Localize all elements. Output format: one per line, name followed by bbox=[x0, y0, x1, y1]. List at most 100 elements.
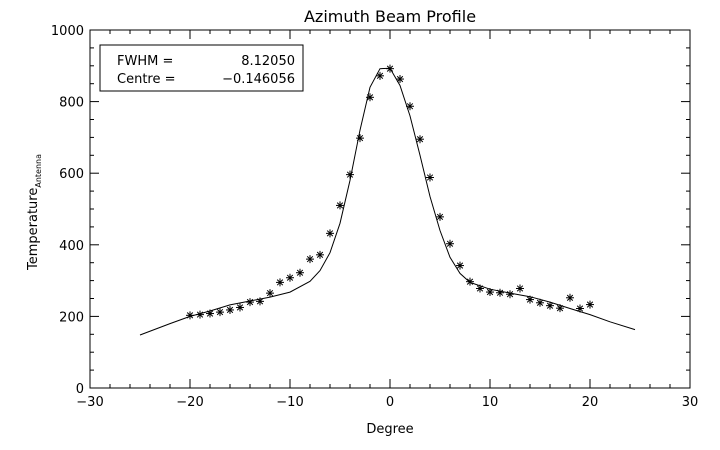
legend-fwhm-key: FWHM = bbox=[117, 54, 173, 69]
data-point bbox=[476, 284, 484, 293]
asterisk-stroke bbox=[196, 311, 204, 318]
data-point bbox=[366, 93, 374, 102]
asterisk-stroke bbox=[256, 298, 264, 305]
data-point bbox=[216, 308, 224, 317]
data-point bbox=[506, 290, 514, 299]
data-point bbox=[416, 135, 424, 144]
legend-fwhm-value: 8.12050 bbox=[241, 54, 295, 69]
data-point bbox=[576, 304, 584, 313]
asterisk-stroke bbox=[236, 304, 244, 311]
asterisk-stroke bbox=[416, 136, 424, 143]
asterisk-stroke bbox=[376, 72, 384, 79]
asterisk-stroke bbox=[426, 174, 434, 181]
y-tick-label: 0 bbox=[76, 382, 84, 397]
asterisk-stroke bbox=[466, 278, 474, 285]
data-point bbox=[236, 303, 244, 312]
data-point bbox=[566, 293, 574, 302]
y-tick-label: 600 bbox=[59, 167, 84, 182]
asterisk-stroke bbox=[506, 291, 514, 298]
data-point bbox=[226, 305, 234, 314]
data-point bbox=[306, 255, 314, 264]
y-tick-label: 200 bbox=[59, 310, 84, 325]
data-point bbox=[336, 201, 344, 210]
asterisk-stroke bbox=[226, 306, 234, 314]
data-point bbox=[436, 212, 444, 221]
asterisk-stroke bbox=[296, 269, 304, 276]
y-axis-label-subscript: Antenna bbox=[34, 154, 43, 188]
asterisk-stroke bbox=[436, 213, 444, 221]
asterisk-stroke bbox=[186, 312, 194, 319]
data-point bbox=[356, 134, 364, 143]
data-point bbox=[206, 309, 214, 318]
x-tick-label: −10 bbox=[276, 395, 303, 410]
asterisk-stroke bbox=[246, 298, 254, 306]
asterisk-stroke bbox=[316, 251, 324, 258]
chart-title: Azimuth Beam Profile bbox=[304, 7, 476, 26]
x-tick-label: −20 bbox=[176, 395, 203, 410]
data-point bbox=[526, 295, 534, 304]
data-point bbox=[376, 71, 384, 80]
legend-box bbox=[99, 44, 304, 92]
x-tick-label: 20 bbox=[582, 395, 599, 410]
asterisk-stroke bbox=[576, 305, 584, 312]
y-tick-label: 800 bbox=[59, 96, 84, 111]
data-point bbox=[386, 64, 394, 73]
asterisk-stroke bbox=[386, 65, 394, 72]
asterisk-stroke bbox=[516, 285, 524, 292]
asterisk-stroke bbox=[486, 288, 494, 296]
data-point bbox=[246, 298, 254, 307]
asterisk-stroke bbox=[406, 103, 414, 110]
data-point bbox=[486, 288, 494, 297]
data-point bbox=[556, 304, 564, 313]
x-tick-label: 10 bbox=[482, 395, 499, 410]
data-point bbox=[586, 300, 594, 309]
legend-centre-key: Centre = bbox=[117, 72, 176, 87]
asterisk-stroke bbox=[526, 296, 534, 303]
x-tick-label: −30 bbox=[76, 395, 103, 410]
asterisk-stroke bbox=[216, 308, 224, 316]
asterisk-stroke bbox=[346, 171, 354, 178]
asterisk-stroke bbox=[566, 294, 574, 301]
asterisk-stroke bbox=[356, 134, 364, 142]
x-tick-label: 0 bbox=[386, 395, 394, 410]
asterisk-stroke bbox=[336, 202, 344, 209]
asterisk-stroke bbox=[206, 310, 214, 317]
y-tick-label: 1000 bbox=[51, 24, 84, 39]
data-point bbox=[196, 310, 204, 319]
y-tick-labels: 0 200 400 600 800 1000 bbox=[51, 24, 84, 397]
data-point bbox=[186, 311, 194, 320]
data-point bbox=[516, 284, 524, 293]
asterisk-stroke bbox=[396, 75, 404, 83]
asterisk-stroke bbox=[546, 302, 554, 309]
y-tick-label: 400 bbox=[59, 239, 84, 254]
data-point bbox=[266, 289, 274, 298]
x-tick-label: 30 bbox=[682, 395, 699, 410]
data-point bbox=[456, 261, 464, 270]
data-points bbox=[186, 64, 594, 320]
y-axis-label-main: Temperature bbox=[26, 188, 41, 271]
fit-curve bbox=[139, 67, 636, 336]
data-point bbox=[406, 102, 414, 111]
asterisk-stroke bbox=[556, 305, 564, 312]
fit-info-legend: FWHM = 8.12050 Centre = −0.146056 bbox=[99, 44, 304, 92]
legend-centre-value: −0.146056 bbox=[222, 72, 295, 87]
asterisk-stroke bbox=[326, 230, 334, 237]
y-axis-label: TemperatureAntenna bbox=[26, 154, 43, 271]
data-point bbox=[276, 278, 284, 287]
data-point bbox=[536, 298, 544, 307]
data-point bbox=[286, 273, 294, 282]
data-point bbox=[466, 277, 474, 286]
data-point bbox=[256, 297, 264, 306]
data-point bbox=[446, 239, 454, 248]
asterisk-stroke bbox=[446, 240, 454, 247]
asterisk-stroke bbox=[286, 274, 294, 281]
asterisk-stroke bbox=[496, 289, 504, 296]
data-point bbox=[546, 301, 554, 310]
asterisk-stroke bbox=[276, 279, 284, 286]
asterisk-stroke bbox=[586, 301, 594, 308]
x-axis-label: Degree bbox=[366, 422, 413, 437]
data-point bbox=[316, 250, 324, 259]
axis-ticks bbox=[89, 29, 691, 389]
data-point bbox=[346, 170, 354, 179]
